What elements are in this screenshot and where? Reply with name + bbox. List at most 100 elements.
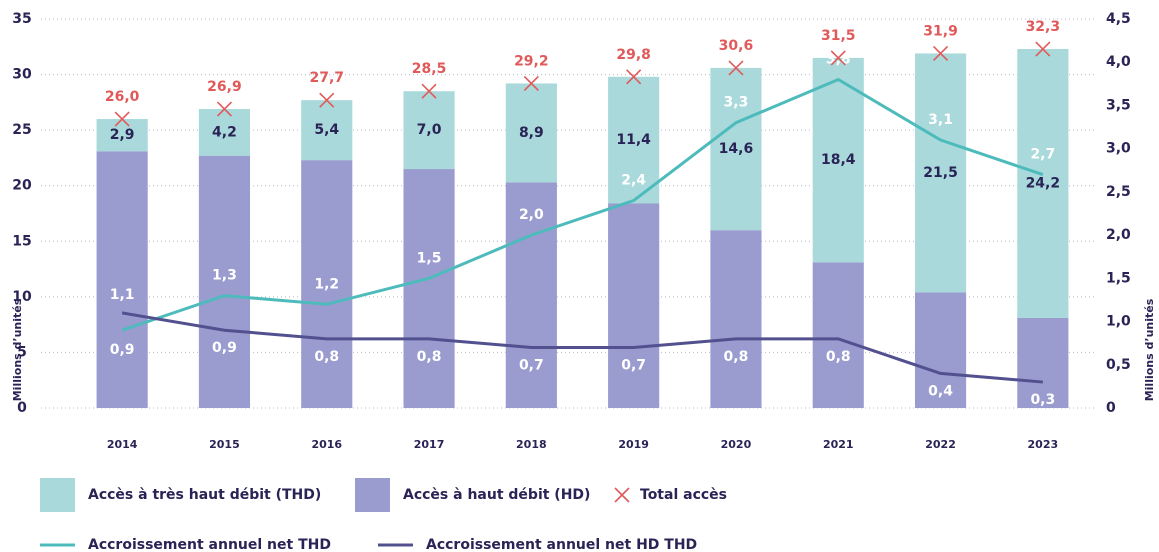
bar-segment — [1017, 317, 1069, 408]
legend-label: Accroissement annuel net THD — [88, 537, 331, 552]
legend-swatch — [40, 478, 75, 512]
y-tick-label: 0 — [17, 400, 27, 416]
y2-tick-label: 1,0 — [1106, 314, 1131, 330]
total-label: 30,6 — [719, 38, 754, 54]
x-tick-label: 2018 — [516, 438, 547, 451]
legend-label: Accroissement annuel net HD THD — [426, 537, 697, 552]
total-label: 29,2 — [514, 53, 549, 69]
line-label: 1,2 — [314, 276, 339, 292]
y2-tick-label: 2,0 — [1106, 227, 1131, 243]
legend-marker — [614, 487, 630, 503]
line-label: 0,9 — [110, 342, 135, 358]
total-marker — [1035, 41, 1051, 57]
x-tick-label: 2015 — [209, 438, 240, 451]
total-marker — [932, 45, 949, 62]
bar-segment — [710, 230, 762, 408]
legend-label: Total accès — [640, 487, 727, 503]
total-label: 32,3 — [1026, 19, 1061, 35]
y-tick-label: 10 — [12, 289, 32, 305]
bar-label: 11,4 — [616, 132, 651, 148]
y2-axis-label: Millions d’unités — [1143, 298, 1156, 401]
y-tick-label: 5 — [17, 344, 27, 360]
line-label: 1,3 — [212, 268, 237, 284]
bar-label: 18,4 — [821, 152, 856, 168]
total-marker — [319, 92, 335, 108]
y2-tick-label: 1,5 — [1106, 270, 1131, 286]
x-tick-label: 2020 — [721, 438, 752, 451]
bar-label: 8,9 — [519, 125, 544, 141]
line-label: 0,8 — [314, 349, 339, 365]
bar-segment — [812, 57, 864, 263]
total-label: 31,5 — [821, 28, 856, 44]
bar-segment — [96, 119, 148, 152]
line-label: 0,8 — [417, 349, 442, 365]
total-marker — [626, 69, 642, 85]
y2-tick-label: 2,5 — [1106, 184, 1131, 200]
bar-label: 21,5 — [923, 165, 958, 181]
line-label: 3,3 — [724, 95, 749, 111]
total-marker — [728, 60, 744, 76]
line-label: 3,8 — [826, 52, 851, 68]
line-label: 0,8 — [826, 349, 851, 365]
bar-segment — [96, 151, 148, 408]
total-marker — [216, 101, 233, 117]
line-label: 0,8 — [724, 349, 749, 365]
legend-label: Accès à haut débit (HD) — [403, 487, 590, 503]
total-marker — [114, 111, 130, 127]
bar-label: 2,9 — [110, 127, 135, 143]
y2-tick-label: 3,0 — [1106, 141, 1131, 157]
line-label: 0,9 — [212, 340, 237, 356]
bar-segment — [812, 262, 864, 408]
line-label: 0,7 — [519, 357, 544, 373]
line — [121, 77, 1044, 332]
x-tick-label: 2014 — [107, 438, 138, 451]
bar-segment — [198, 109, 251, 156]
line-label: 0,3 — [1030, 392, 1055, 408]
bar-label: 14,6 — [719, 141, 754, 157]
y2-tick-label: 4,5 — [1106, 11, 1131, 27]
y-tick-label: 20 — [12, 178, 32, 194]
line — [121, 311, 1043, 384]
line-label: 0,7 — [621, 357, 646, 373]
bar-segment — [710, 67, 762, 231]
line-label: 2,4 — [621, 173, 646, 189]
bar-segment — [505, 83, 557, 183]
x-tick-label: 2017 — [414, 438, 445, 451]
bar-segment — [608, 203, 660, 408]
line-label: 1,1 — [110, 287, 135, 303]
total-label: 29,8 — [616, 47, 651, 63]
total-label: 26,9 — [207, 79, 242, 95]
line-label: 1,5 — [417, 250, 442, 266]
bar-segment — [198, 155, 251, 408]
total-marker — [830, 50, 846, 66]
bar-segment — [403, 91, 455, 170]
y-tick-label: 25 — [12, 122, 31, 138]
total-label: 31,9 — [923, 23, 958, 39]
bar-segment — [301, 100, 353, 161]
bar-segment — [914, 292, 967, 408]
bar-label: 7,0 — [417, 122, 442, 138]
legend-label: Accès à très haut débit (THD) — [88, 487, 321, 503]
bar-segment — [403, 169, 455, 408]
y-tick-label: 15 — [12, 233, 31, 249]
bar-segment — [914, 53, 967, 293]
bar-label: 24,2 — [1026, 175, 1061, 191]
y-tick-label: 30 — [12, 67, 32, 83]
bar-segment — [608, 76, 660, 204]
y2-tick-label: 0,5 — [1106, 357, 1131, 373]
total-marker — [421, 83, 437, 99]
y-axis-label: Millions d’unités — [11, 298, 24, 401]
total-label: 27,7 — [309, 70, 344, 86]
bar-segment — [301, 160, 353, 408]
y2-tick-label: 3,5 — [1106, 97, 1131, 113]
bar-segment — [505, 182, 557, 408]
y2-tick-label: 4,0 — [1106, 54, 1131, 70]
y-tick-label: 35 — [12, 11, 31, 27]
x-tick-label: 2016 — [311, 438, 342, 451]
line-label: 2,7 — [1030, 147, 1055, 163]
total-label: 28,5 — [412, 61, 447, 77]
x-tick-label: 2019 — [618, 438, 649, 451]
line-label: 0,4 — [928, 383, 953, 399]
total-label: 26,0 — [105, 89, 140, 105]
